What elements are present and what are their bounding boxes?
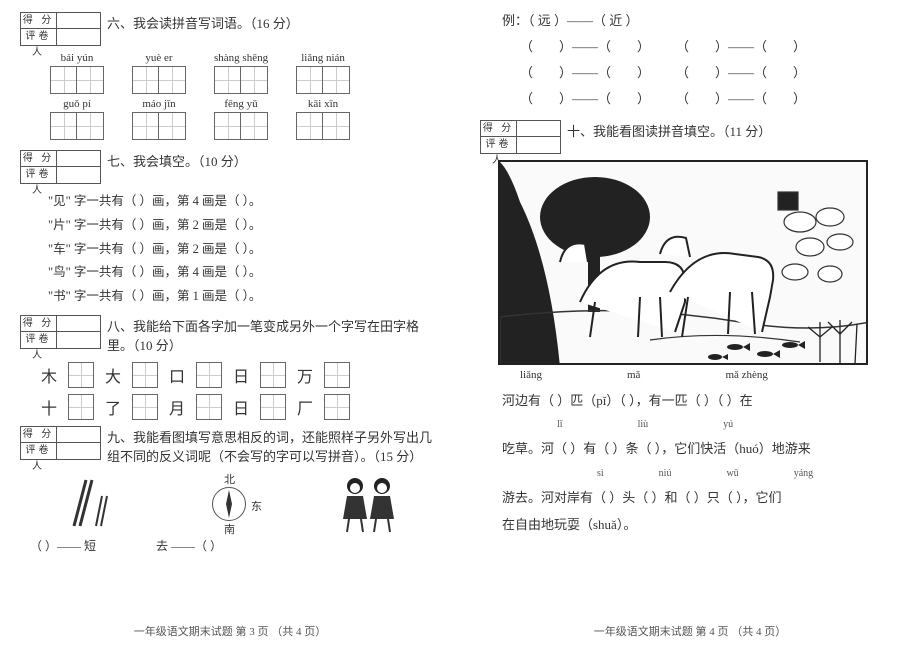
tian-grid — [260, 394, 286, 420]
score-label: 得 分 — [21, 13, 57, 28]
pinyin-annotation-row: sì niú wǔ yáng — [597, 463, 882, 484]
grader-label: 评卷人 — [21, 29, 57, 45]
passage-line: 河边有（ ）匹（pǐ）（ ），有一匹（ ）（ ）在 — [502, 387, 882, 414]
section-6-head: 得 分 评卷人 六、我会读拼音写词语。（16 分） — [20, 12, 440, 46]
tian-grid — [132, 362, 158, 388]
score-box: 得 分 评卷人 — [20, 12, 101, 46]
page-4: 例：（ 远 ）——（ 近 ） （ ）——（ ） （ ）——（ ） （ ）——（ … — [460, 0, 920, 651]
tian-grid — [324, 394, 350, 420]
base-char: 木 — [40, 363, 58, 387]
base-char: 厂 — [296, 395, 314, 419]
fill-blank-line: "鸟" 字一共有（ ）画，第 4 画是（ ）。 — [48, 261, 440, 285]
antonym-blank-row: （ ）——（ ） （ ）——（ ） — [520, 34, 900, 60]
base-char: 大 — [104, 363, 122, 387]
tian-grid — [324, 362, 350, 388]
section-7-title: 七、我会填空。（10 分） — [107, 150, 247, 172]
girls-icon — [337, 474, 402, 534]
passage-line: 吃草。河（ ）有（ ）条（ ），它们快活（huó）地游来 — [502, 435, 882, 462]
antonym-blank-row: （ ）——（ ） （ ）——（ ） — [520, 60, 900, 86]
fill-blank-line: "书" 字一共有（ ）画，第 1 画是（ ）。 — [48, 285, 440, 309]
page-3: 得 分 评卷人 六、我会读拼音写词语。（16 分） bái yún yuè er… — [0, 0, 460, 651]
passage-line: 游去。河对岸有（ ）头（ ）和（ ）只（ ），它们 — [502, 484, 882, 511]
page-4-footer: 一年级语文期末试题 第 4 页 （共 4 页） — [460, 623, 920, 639]
pinyin-anno: mǎ — [627, 369, 640, 381]
score-box: 得 分 评卷人 — [480, 120, 561, 154]
section-10-title: 十、我能看图读拼音填空。（11 分） — [567, 120, 771, 142]
antonym-example: 例：（ 远 ）——（ 近 ） — [502, 8, 900, 34]
tian-grid — [196, 394, 222, 420]
pinyin-row-1: bái yún yuè er shàng shēng liǎng nián — [50, 52, 440, 94]
tian-grid — [68, 362, 94, 388]
pinyin-item: fēng yǔ — [214, 98, 268, 140]
section-7-head: 得 分 评卷人 七、我会填空。（10 分） — [20, 150, 440, 184]
pinyin-item: kāi xīn — [296, 98, 350, 140]
fill-blank-line: "见" 字一共有（ ）画，第 4 画是（ ）。 — [48, 190, 440, 214]
tian-grid — [68, 394, 94, 420]
stroke-row-2: 十 了 月 日 厂 — [40, 394, 440, 420]
pinyin-anno: liǎng — [520, 369, 542, 381]
section-9-answers: （ ）—— 短 去 ——（ ） — [30, 537, 440, 554]
base-char: 日 — [232, 363, 250, 387]
pencils-icon — [66, 476, 121, 531]
pinyin-annotation-row: liǎng mǎ mǎ zhèng — [520, 369, 900, 381]
base-char: 月 — [168, 395, 186, 419]
stroke-row-1: 木 大 口 日 万 — [40, 362, 440, 388]
tian-grid — [260, 362, 286, 388]
pinyin-item: bái yún — [50, 52, 104, 94]
section-9-images: 北 东 南 — [28, 473, 440, 535]
passage: 河边有（ ）匹（pǐ）（ ），有一匹（ ）（ ）在 lǐ liù yú 吃草。河… — [502, 387, 882, 538]
pinyin-item: liǎng nián — [296, 52, 350, 94]
score-box: 得 分 评卷人 — [20, 150, 101, 184]
tian-grid — [196, 362, 222, 388]
farm-illustration — [498, 160, 868, 365]
antonym-blank: 去 ——（ ） — [156, 537, 222, 554]
section-6-title: 六、我会读拼音写词语。（16 分） — [107, 12, 299, 34]
base-char: 了 — [104, 395, 122, 419]
base-char: 日 — [232, 395, 250, 419]
pinyin-item: guǒ pí — [50, 98, 104, 140]
base-char: 口 — [168, 363, 186, 387]
pinyin-anno: mǎ zhèng — [725, 369, 767, 381]
section-8-head: 得 分 评卷人 八、我能给下面各字加一笔变成另外一个字写在田字格里。（10 分） — [20, 315, 440, 356]
score-box: 得 分 评卷人 — [20, 426, 101, 460]
score-box: 得 分 评卷人 — [20, 315, 101, 349]
section-9-title: 九、我能看图填写意思相反的词，还能照样子另外写出几组不同的反义词呢（不会写的字可… — [107, 426, 440, 467]
antonym-blank: （ ）—— 短 — [30, 537, 96, 554]
antonym-blank-row: （ ）——（ ） （ ）——（ ） — [520, 86, 900, 112]
fill-blank-line: "车" 字一共有（ ）画，第 2 画是（ ）。 — [48, 238, 440, 262]
section-8-title: 八、我能给下面各字加一笔变成另外一个字写在田字格里。（10 分） — [107, 315, 440, 356]
tian-grid — [132, 394, 158, 420]
pinyin-item: yuè er — [132, 52, 186, 94]
pinyin-annotation-row: lǐ liù yú — [557, 414, 882, 435]
pinyin-item: shàng shēng — [214, 52, 268, 94]
page-3-footer: 一年级语文期末试题 第 3 页 （共 4 页） — [0, 623, 460, 639]
fill-blank-line: "片" 字一共有（ ）画，第 2 画是（ ）。 — [48, 214, 440, 238]
pinyin-item: máo jīn — [132, 98, 186, 140]
section-10-head: 得 分 评卷人 十、我能看图读拼音填空。（11 分） — [480, 120, 900, 154]
base-char: 十 — [40, 395, 58, 419]
passage-line: 在自由地玩耍（shuǎ）。 — [502, 511, 882, 538]
base-char: 万 — [296, 363, 314, 387]
compass-icon: 北 东 南 — [198, 473, 260, 535]
section-9-head: 得 分 评卷人 九、我能看图填写意思相反的词，还能照样子另外写出几组不同的反义词… — [20, 426, 440, 467]
pinyin-row-2: guǒ pí máo jīn fēng yǔ kāi xīn — [50, 98, 440, 140]
